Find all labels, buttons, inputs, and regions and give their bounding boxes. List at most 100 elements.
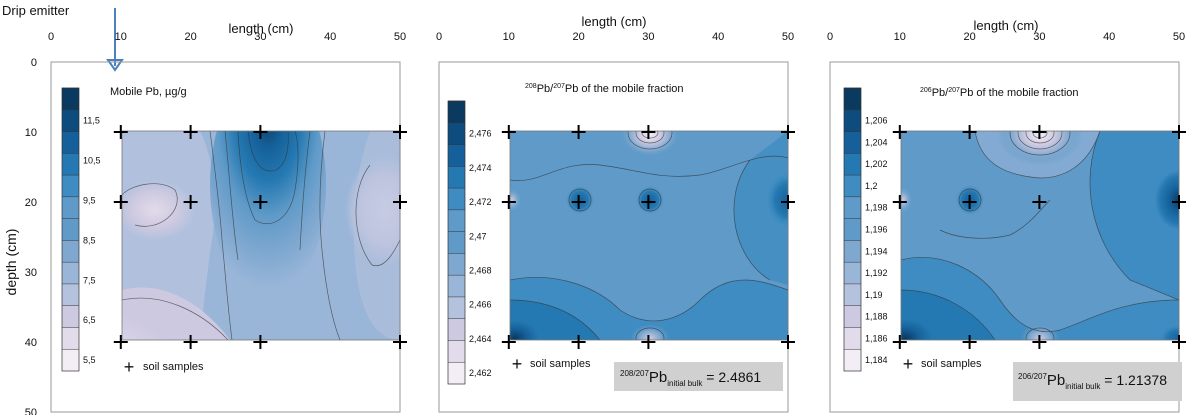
colorbar-tick-label: 2,468 <box>469 265 492 275</box>
soil-sample-marker <box>253 195 268 209</box>
soil-sample-marker <box>892 195 907 209</box>
colorbar-band <box>448 296 465 320</box>
colorbar-band <box>844 131 861 154</box>
colorbar-band <box>844 218 861 241</box>
x-tick-label: 50 <box>782 31 794 43</box>
soil-sample-marker <box>1032 335 1047 349</box>
x-tick-label: 50 <box>1173 31 1185 43</box>
y-tick-label: 40 <box>25 337 37 349</box>
colorbar-tick-label: 2,464 <box>469 334 492 344</box>
colorbar-band <box>448 166 465 189</box>
colorbar-band <box>448 231 465 254</box>
panel-208-207: length (cm) 0 10 20 30 40 50 <box>436 14 795 413</box>
soil-sample-marker <box>183 195 198 209</box>
contour-map-3 <box>901 131 1179 340</box>
colorbar-band <box>448 144 465 167</box>
colorbar-band <box>448 318 465 341</box>
colorbar-band <box>844 153 861 176</box>
panel-206-207: length (cm) 0 10 20 30 40 50 <box>827 18 1186 413</box>
colorbar-band <box>448 340 465 363</box>
panel-2-title: 208Pb/207Pb of the mobile fraction <box>525 83 684 95</box>
x-tick-label: 40 <box>712 31 724 43</box>
x-axis-label-1: length (cm) <box>228 21 293 36</box>
y-tick-label: 0 <box>31 57 37 69</box>
legend-2-label: soil samples <box>530 358 591 370</box>
colorbar-tick-label: 10,5 <box>83 156 101 166</box>
legend-3-marker: + <box>903 354 914 374</box>
y-axis-label: depth (cm) <box>3 229 19 296</box>
soil-sample-marker <box>183 335 198 349</box>
soil-sample-marker <box>781 335 795 349</box>
legend-3-label: soil samples <box>921 358 982 370</box>
soil-sample-marker <box>1172 195 1186 209</box>
soil-sample-marker <box>571 125 586 139</box>
x-tick-label: 10 <box>115 31 127 43</box>
colorbar-tick-label: 1,198 <box>865 203 888 213</box>
colorbar-tick-label: 8,5 <box>83 235 96 245</box>
colorbar-band <box>844 327 861 350</box>
x-tick-label: 10 <box>894 31 906 43</box>
colorbar-tick-label: 1,204 <box>865 137 888 147</box>
legend-2: + soil samples <box>512 354 591 374</box>
colorbar-band <box>844 88 861 111</box>
svg-text:206/207Pbinitial bulk = 1.2137: 206/207Pbinitial bulk = 1.21378 <box>1018 372 1167 391</box>
colorbar-tick-label: 6,5 <box>83 315 96 325</box>
colorbar-tick-label: 2,47 <box>469 231 487 241</box>
sample-markers-1 <box>113 125 407 349</box>
legend-1-marker: + <box>124 357 135 377</box>
x-tick-label: 20 <box>572 31 584 43</box>
x-tick-labels-1: 0 10 20 30 40 50 <box>48 31 406 43</box>
soil-sample-marker <box>1172 335 1186 349</box>
colorbar-tick-label: 5,5 <box>83 355 96 365</box>
y-tick-label: 20 <box>25 197 37 209</box>
colorbar-tick-label: 2,476 <box>469 129 492 139</box>
colorbar-band <box>62 109 79 133</box>
colorbar-band <box>448 362 465 385</box>
colorbar-3: 1,206 1,204 1,202 1,2 1,198 1,196 1,194 1,192 1,… <box>843 87 888 372</box>
colorbar-band <box>62 131 79 154</box>
x-tick-label: 50 <box>394 31 406 43</box>
colorbar-tick-label: 1,188 <box>865 312 888 322</box>
soil-sample-marker <box>1172 125 1186 139</box>
colorbar-band <box>62 305 79 328</box>
legend-1: + soil samples <box>124 357 204 377</box>
contour-map-1 <box>122 131 400 340</box>
colorbar-tick-label: 1,206 <box>865 116 888 126</box>
soil-sample-marker <box>962 195 977 209</box>
colorbar-tick-label: 2,474 <box>469 163 492 173</box>
sample-markers-3 <box>892 125 1186 349</box>
legend-3: + soil samples <box>903 354 982 374</box>
x-axis-label-3: length (cm) <box>973 18 1038 33</box>
colorbar-band <box>844 240 861 263</box>
y-tick-label: 10 <box>25 127 37 139</box>
colorbar-band <box>844 109 861 133</box>
x-tick-label: 0 <box>827 31 833 43</box>
colorbar-tick-label: 1,196 <box>865 225 888 235</box>
soil-sample-marker <box>501 125 516 139</box>
drip-emitter-arrowhead <box>106 59 124 72</box>
colorbar-band <box>62 196 79 220</box>
colorbar-band <box>62 218 79 241</box>
x-tick-label: 10 <box>503 31 515 43</box>
colorbar-tick-label: 1,192 <box>865 268 888 278</box>
colorbar-band <box>448 122 465 146</box>
x-tick-labels-2: 0 10 20 30 40 50 <box>436 31 794 43</box>
panel-3-title: 206Pb/207Pb of the mobile fraction <box>920 87 1079 99</box>
soil-sample-marker <box>892 125 907 139</box>
x-axis-label-2: length (cm) <box>581 14 646 29</box>
contour-map-2 <box>510 131 788 340</box>
drip-emitter-label: Drip emitter <box>2 3 70 18</box>
soil-sample-marker <box>253 335 268 349</box>
colorbar-band <box>448 209 465 233</box>
soil-sample-marker <box>393 125 407 139</box>
colorbar-band <box>62 283 79 307</box>
colorbar-tick-label: 2,472 <box>469 197 492 207</box>
panel-mobile-pb: length (cm) 0 10 20 30 40 50 0 10 20 30 40 50 <box>25 21 407 415</box>
colorbar-band <box>62 327 79 350</box>
soil-sample-marker <box>781 195 795 209</box>
colorbar-tick-label: 1,2 <box>865 181 878 191</box>
colorbar-band <box>448 101 465 124</box>
colorbar-tick-label: 1,184 <box>865 355 888 365</box>
colorbar-1: 11,5 10,5 9,5 8,5 7,5 6,5 5,5 <box>61 87 101 372</box>
soil-sample-marker <box>641 335 656 349</box>
